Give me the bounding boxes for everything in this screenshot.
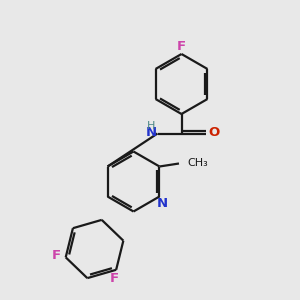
Text: N: N [145, 126, 157, 140]
Text: CH₃: CH₃ [188, 158, 208, 168]
Text: F: F [110, 272, 119, 285]
Text: N: N [156, 196, 167, 210]
Text: O: O [209, 126, 220, 140]
Text: H: H [147, 121, 155, 131]
Text: F: F [177, 40, 186, 53]
Text: F: F [52, 249, 61, 262]
